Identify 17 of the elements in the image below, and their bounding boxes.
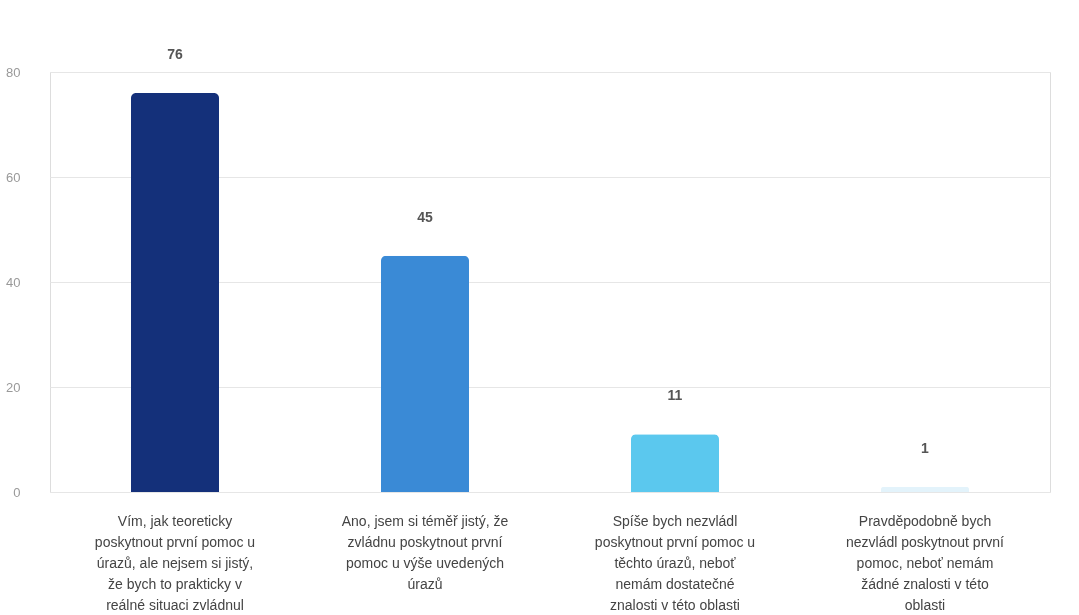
data-label: 1 (921, 439, 930, 456)
x-tick-label: Vím, jak teoreticky poskytnout první pomoc u úrazů, ale nejsem si jistý, že bych to prakticky v reálné situaci zvládnul (94, 512, 256, 613)
y-tick-label: 40 (6, 274, 21, 290)
y-tick-label: 80 (6, 64, 21, 80)
x-tick-label: Spíše bych nezvládl poskytnout první pomoc u těchto úrazů, neboť nemám dostatečné znalosti v této oblasti (594, 512, 756, 613)
x-tick-label: Ano, jsem si téměř jistý, že zvládnu poskytnout první pomoc u výše uvedených úrazů (341, 512, 509, 592)
bar (631, 434, 719, 492)
bar (881, 486, 969, 492)
data-label: 76 (167, 46, 183, 62)
y-tick-label: 20 (6, 379, 21, 395)
data-label: 11 (667, 387, 683, 404)
y-tick-label: 60 (6, 169, 21, 185)
bar (131, 93, 219, 492)
data-label: 45 (417, 208, 433, 225)
y-tick-label: 0 (13, 484, 21, 500)
bar (381, 255, 469, 492)
x-tick-label: Pravděpodobně bych nezvládl poskytnout první pomoc, neboť nemám žádné znalosti v této oblasti (846, 512, 1005, 613)
